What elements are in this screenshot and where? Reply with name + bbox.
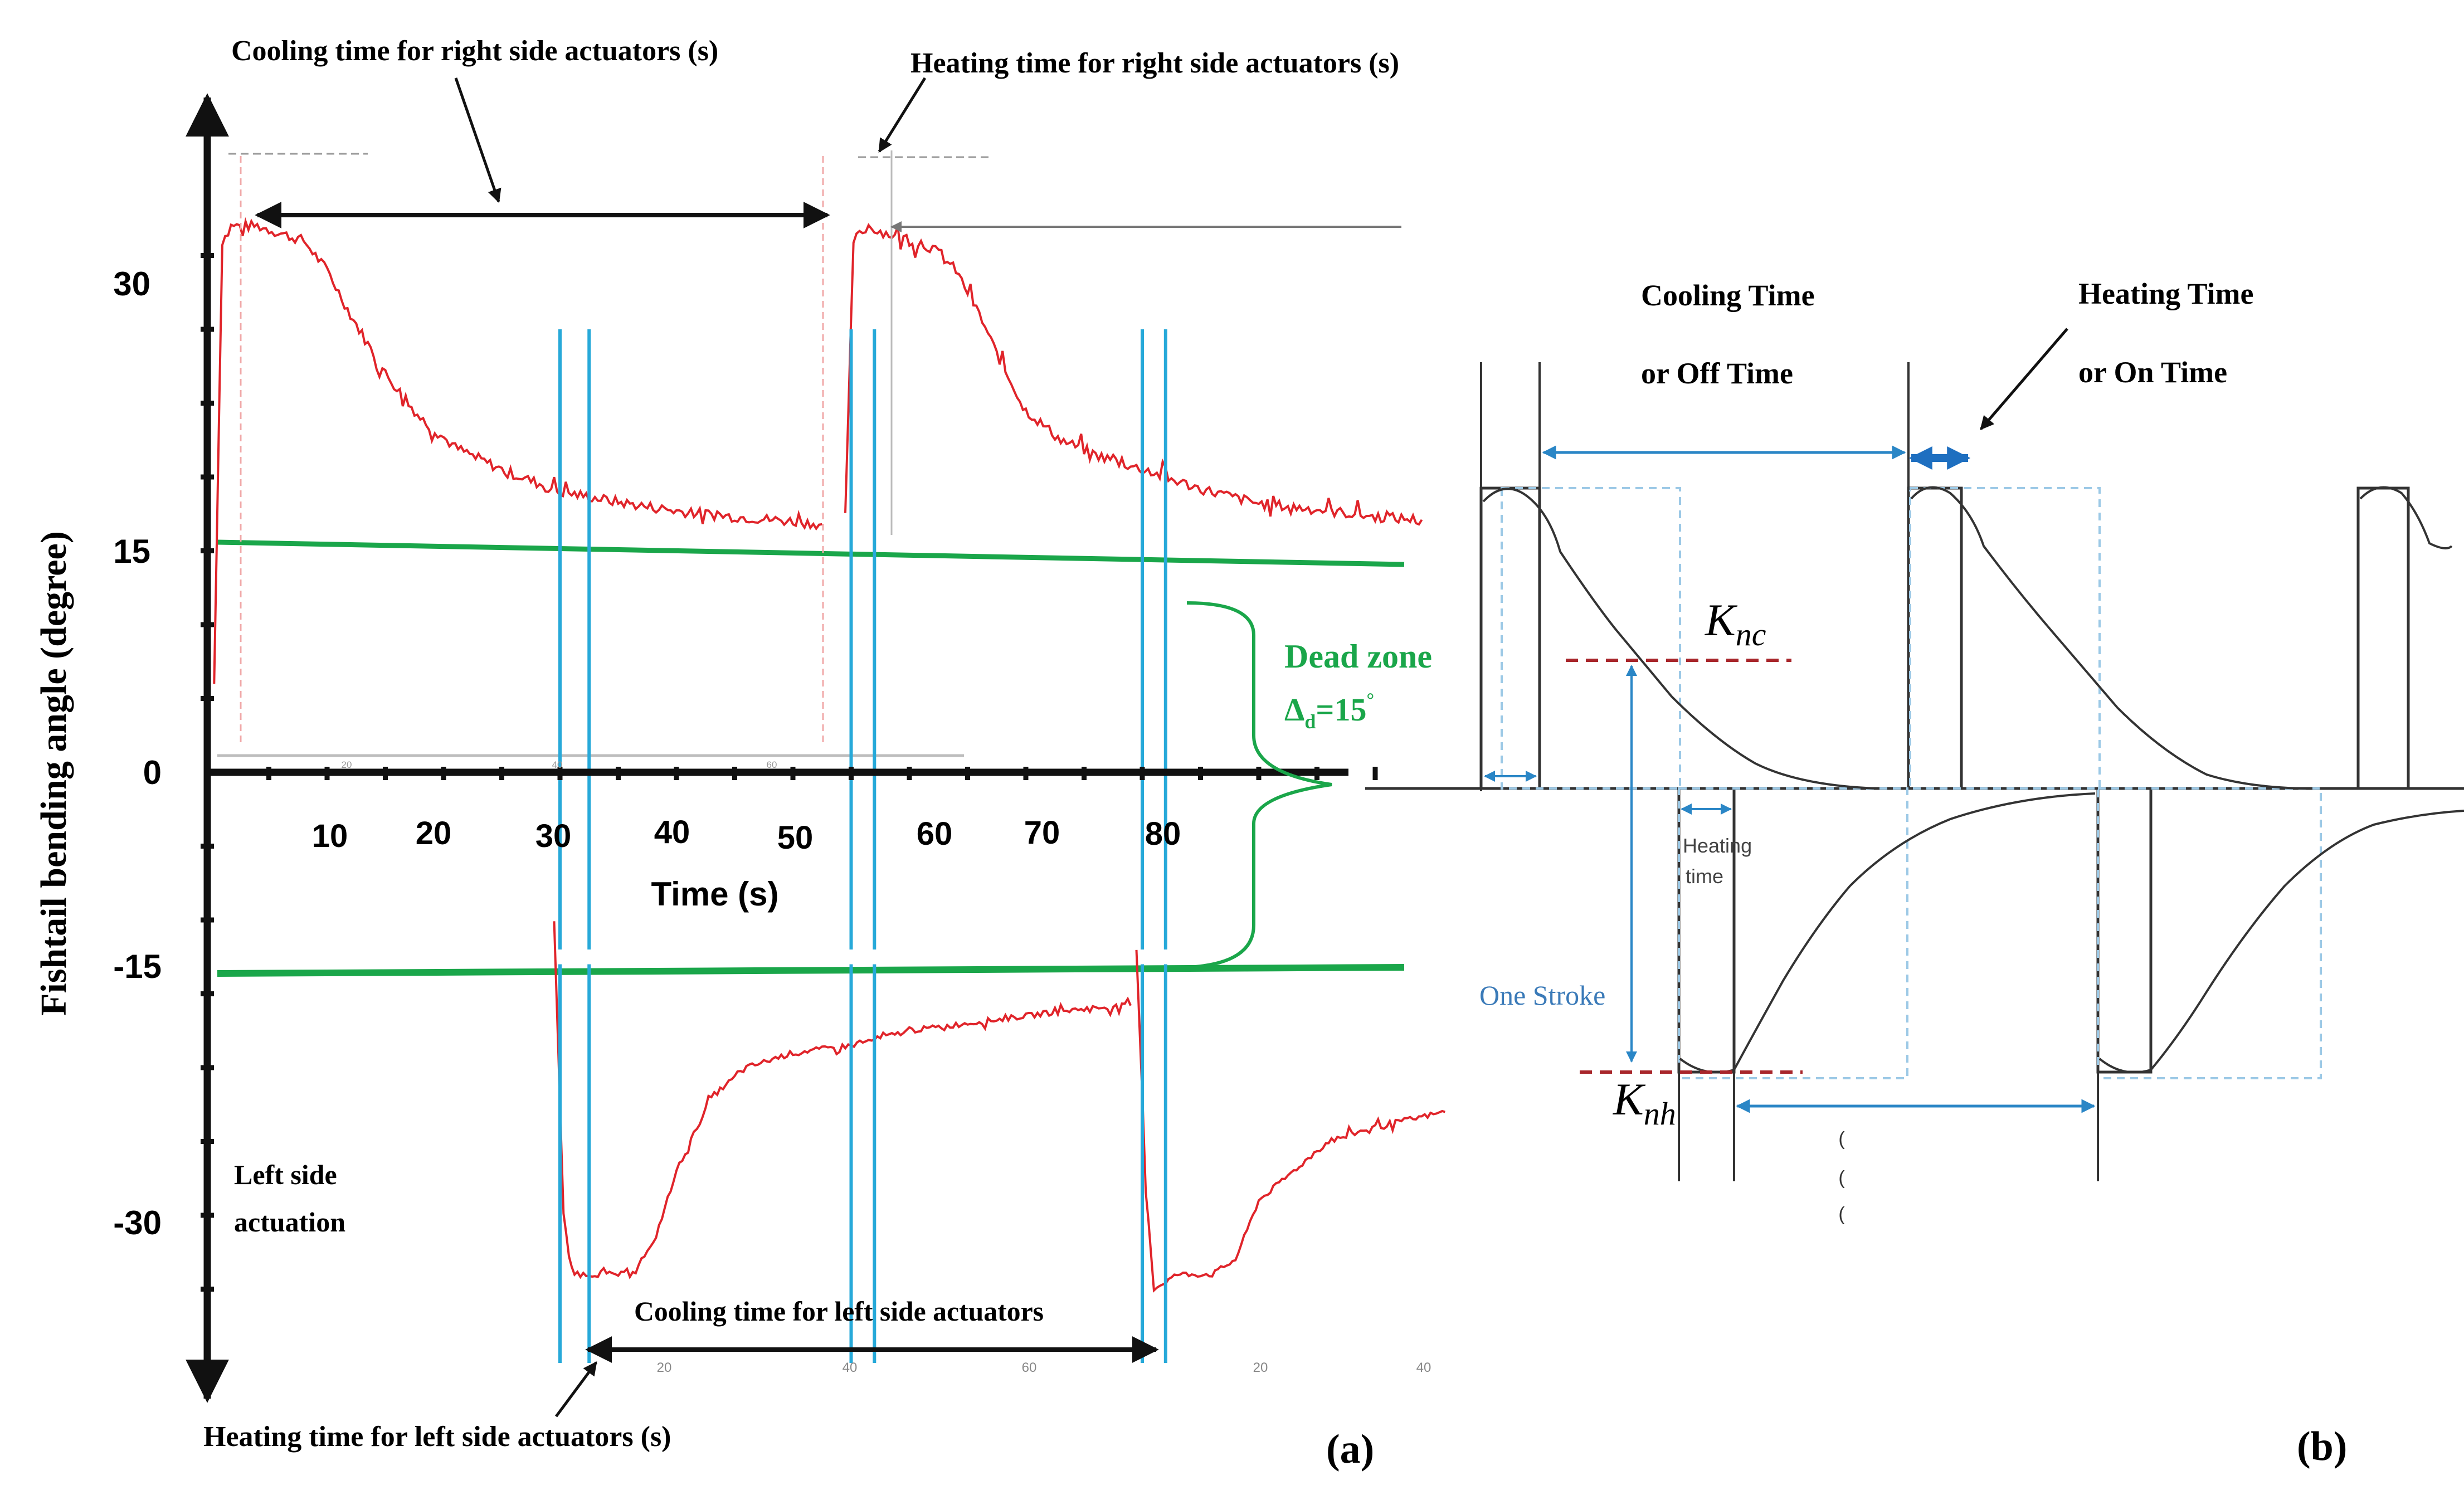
lower-threshold-line <box>217 964 1405 977</box>
heating-right-label: Heating time for right side actuators (s… <box>910 47 1399 79</box>
one-stroke-label: One Stroke <box>1479 980 1605 1011</box>
cooling-time-label-1: Cooling Time <box>1641 279 1815 312</box>
y-axis-label: Fishtail bending angle (degree) <box>33 531 74 1016</box>
knc-label: Knc <box>1705 595 1766 653</box>
small-tick-br-20: 20 <box>1253 1360 1268 1375</box>
square-wave-lower <box>1365 787 2464 1074</box>
y-tick-label-0: 0 <box>143 754 162 791</box>
x-tick-label-80: 80 <box>1145 816 1181 852</box>
square-wave-upper <box>1479 486 2410 790</box>
panel-b-label: (b) <box>2297 1424 2347 1469</box>
y-tick-marks <box>201 253 214 1292</box>
x-tick-label-50: 50 <box>777 820 814 856</box>
y-tick-label-minus30: -30 <box>113 1204 162 1241</box>
heating-time-label-2: or On Time <box>2078 356 2227 389</box>
x-tick-label-20: 20 <box>416 815 452 851</box>
panel-a: 30 15 0 -15 -30 10 20 30 40 50 60 70 80 … <box>33 35 1445 1472</box>
panel-b: ( ( ( Cooling Time or Off Time Heating T… <box>1365 277 2464 1469</box>
heating-right-pointer <box>878 77 927 153</box>
heating-time-small-label-1: Heating <box>1683 834 1752 857</box>
cooling-left-label: Cooling time for left side actuators <box>634 1296 1044 1327</box>
heating-time-pointer <box>1980 328 2068 430</box>
dead-zone-label: Dead zone <box>1284 638 1432 675</box>
y-tick-label-minus15: -15 <box>113 948 162 985</box>
x-axis-label: Time (s) <box>651 875 779 913</box>
signal-series-1 <box>213 217 822 684</box>
time-markers <box>558 329 1167 1363</box>
heating-time-label-1: Heating Time <box>2078 277 2254 310</box>
signal-series-3 <box>553 921 1132 1280</box>
x-tick-label-30: 30 <box>535 818 572 854</box>
dashed-box-1 <box>1501 487 1681 790</box>
heating-left-label: Heating time for left side actuators (s) <box>203 1421 671 1453</box>
heating-time-small-label-2: time <box>1686 865 1723 888</box>
small-tick-bl-60: 60 <box>1022 1360 1037 1375</box>
response-curve-top-2 <box>1910 486 2313 790</box>
signal-series-4 <box>1135 949 1445 1293</box>
knh-label: Knh <box>1613 1074 1676 1132</box>
response-curve-bottom-2 <box>2098 810 2464 1074</box>
x-tick-label-40: 40 <box>654 814 690 850</box>
panel-a-label: (a) <box>1326 1426 1374 1472</box>
left-side-label-2: actuation <box>234 1206 345 1238</box>
x-tick-label-10: 10 <box>312 818 348 854</box>
x-tick-marks <box>266 767 1378 780</box>
dashed-box-2 <box>1909 487 2101 790</box>
response-curve-top-3 <box>2359 486 2453 549</box>
small-tick-top-20: 20 <box>342 759 352 770</box>
y-tick-label-15: 15 <box>113 533 150 570</box>
heating-left-pointer <box>554 1361 598 1418</box>
left-side-label-1: Left side <box>234 1159 337 1190</box>
stray-mark-3: ( <box>1838 1204 1845 1225</box>
dashed-box-3 <box>1678 787 1908 1079</box>
stray-mark-2: ( <box>1838 1167 1845 1189</box>
response-curve-top-1 <box>1482 488 1878 790</box>
dead-zone-delta: Δd=15° <box>1284 690 1374 733</box>
x-tick-label-60: 60 <box>917 816 953 852</box>
small-tick-top-40: 40 <box>552 759 563 770</box>
dashed-box-4 <box>2097 787 2322 1079</box>
y-tick-label-30: 30 <box>113 265 150 303</box>
cooling-time-label-2: or Off Time <box>1641 357 1793 390</box>
x-tick-label-70: 70 <box>1024 815 1060 851</box>
small-tick-bl-40: 40 <box>843 1360 858 1375</box>
small-tick-top-60: 60 <box>767 759 777 770</box>
cooling-right-pointer <box>454 77 501 203</box>
upper-threshold-line <box>217 539 1405 567</box>
signal-series-2 <box>844 223 1423 526</box>
small-tick-br-40: 40 <box>1416 1360 1431 1375</box>
cooling-right-label: Cooling time for right side actuators (s… <box>231 35 718 67</box>
stray-mark: ( <box>1838 1128 1845 1150</box>
dead-zone-brace <box>1186 601 1332 969</box>
signal-traces <box>213 217 1445 1293</box>
small-tick-bl-20: 20 <box>657 1360 672 1375</box>
